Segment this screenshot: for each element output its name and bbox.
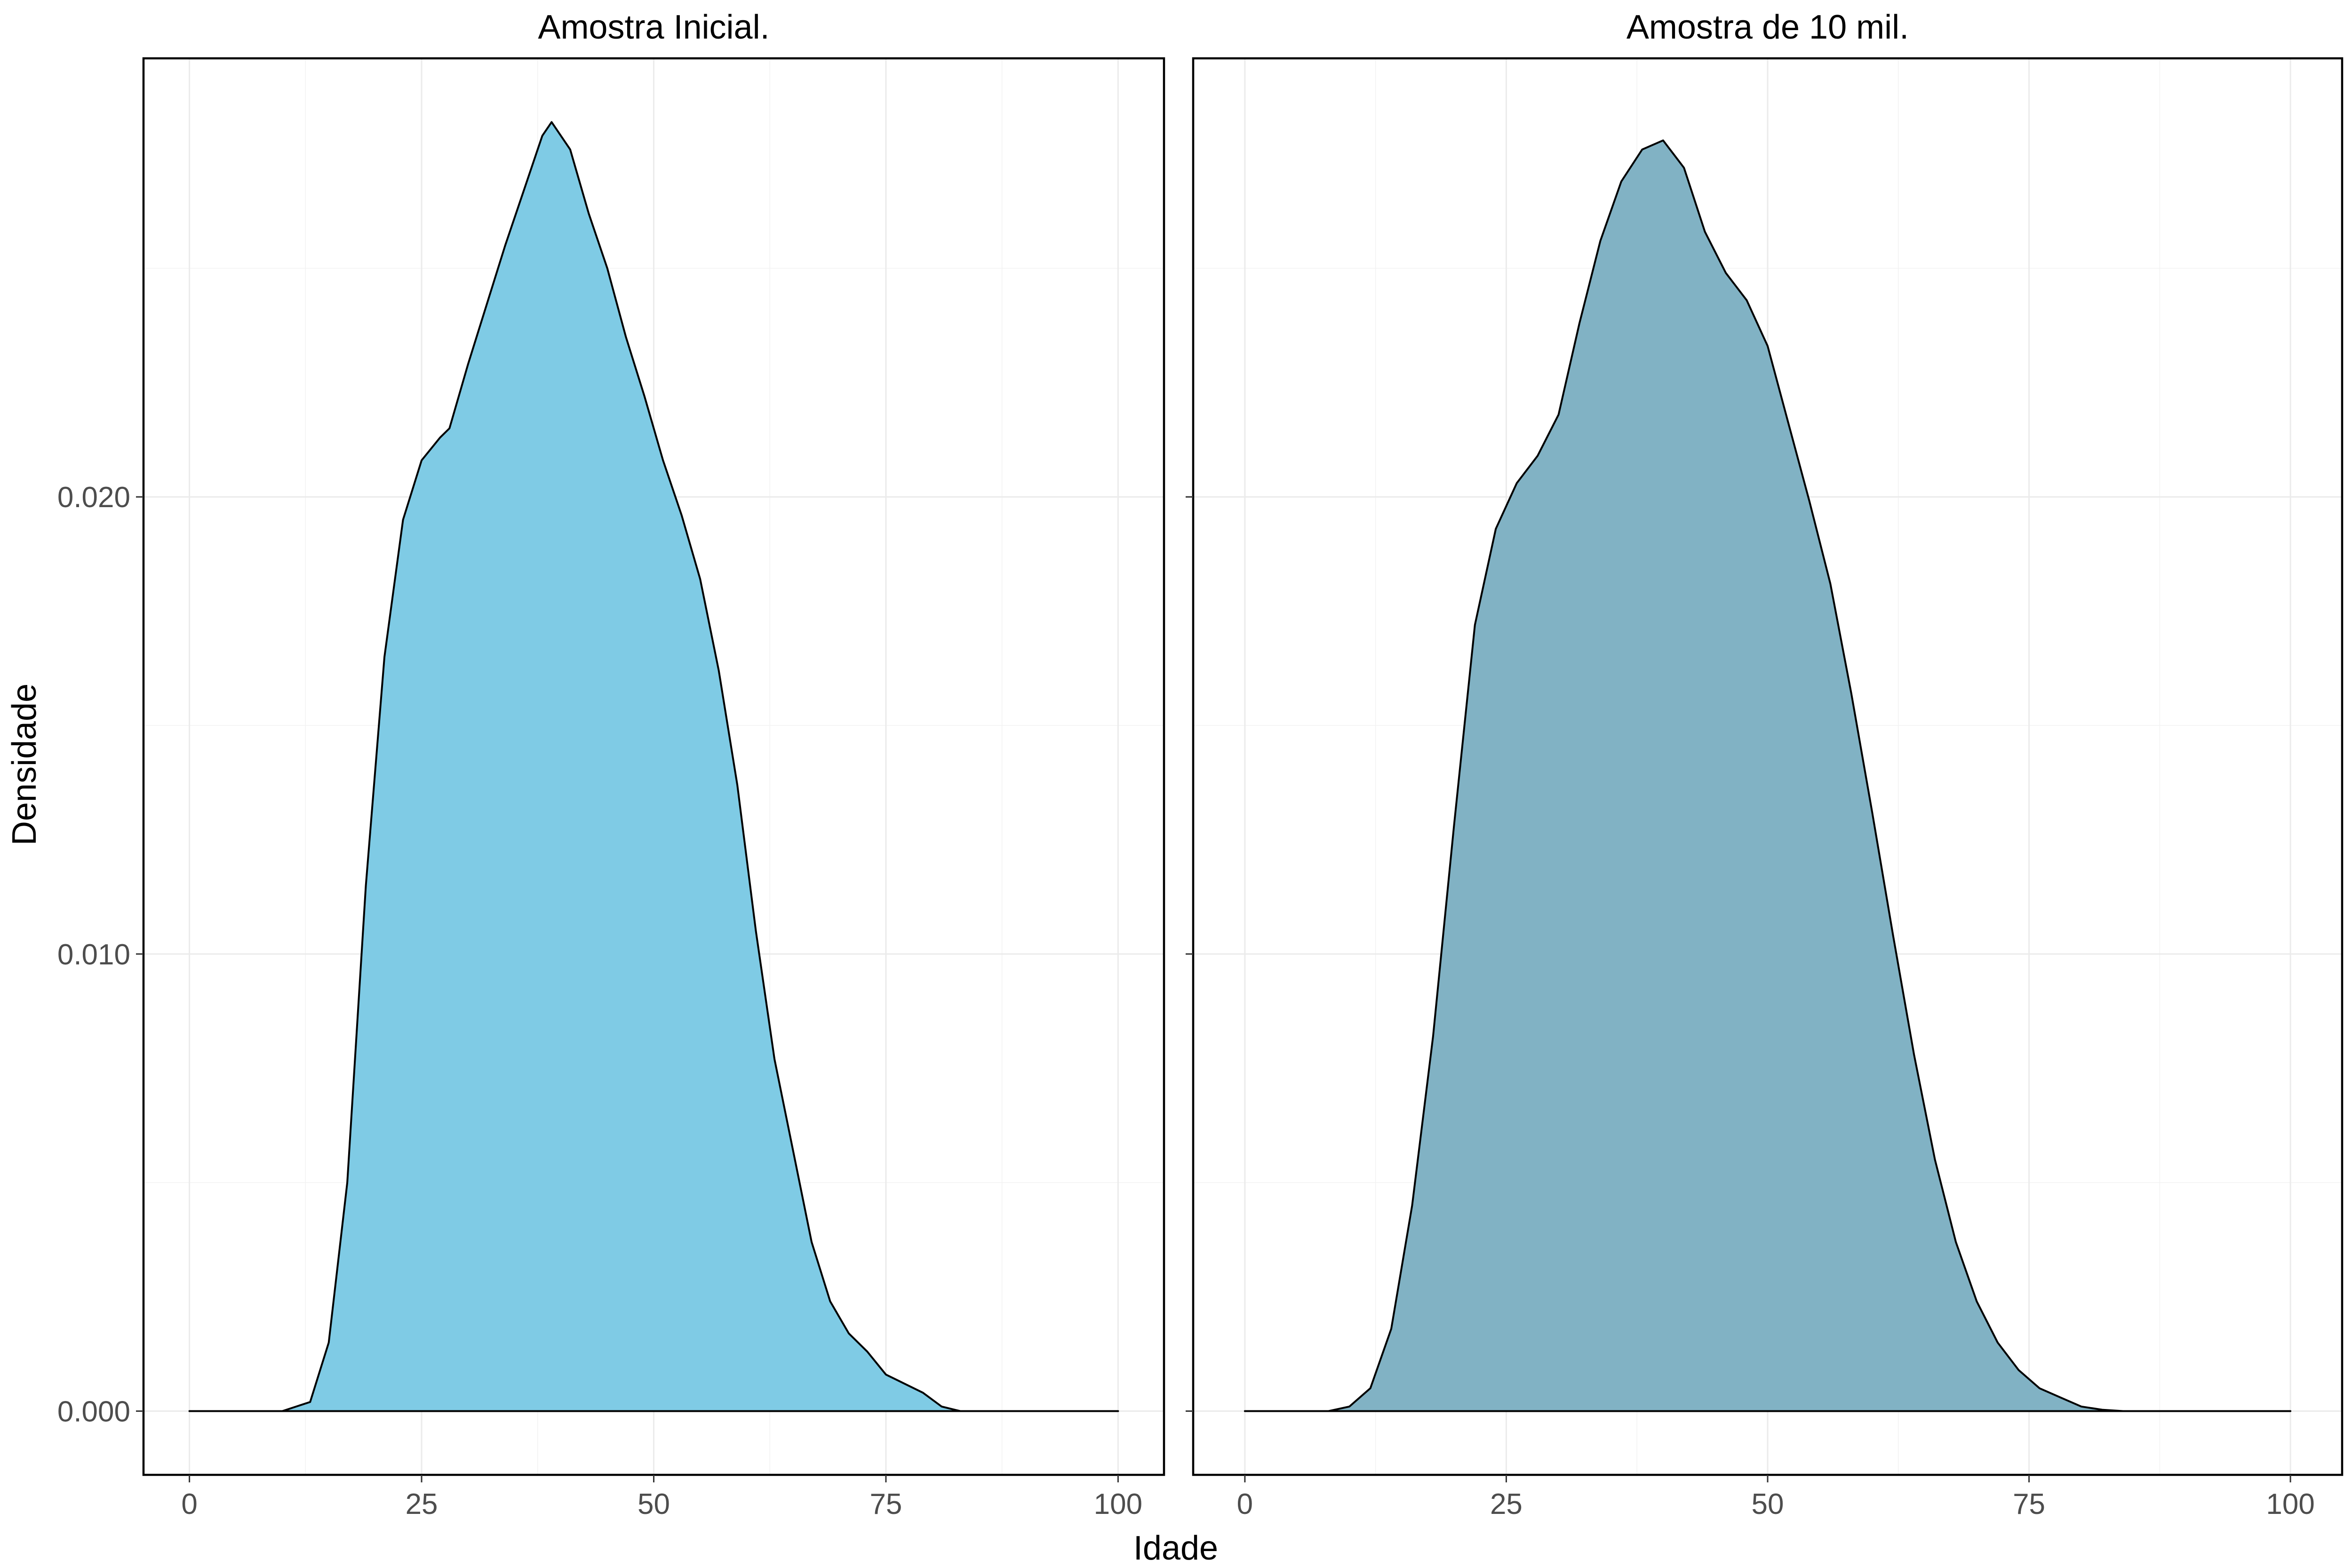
x-axis-title: Idade (1133, 1529, 1218, 1567)
x-tick-label: 75 (869, 1488, 902, 1520)
x-tick-label: 0 (1237, 1488, 1253, 1520)
x-tick-label: 50 (638, 1488, 670, 1520)
x-tick-label: 50 (1752, 1488, 1784, 1520)
y-tick-label: 0.010 (57, 939, 130, 971)
y-tick-label: 0.020 (57, 481, 130, 514)
x-tick-label: 75 (2013, 1488, 2045, 1520)
panel-1: Amostra Inicial. 0 25 50 75 100 0.000 0.010 0.02… (57, 8, 1165, 1520)
panel-title: Amostra Inicial. (538, 8, 769, 46)
x-tick-label: 25 (406, 1488, 438, 1520)
y-axis-title: Densidade (6, 684, 43, 845)
x-tick-label: 25 (1490, 1488, 1523, 1520)
panels-group: Amostra Inicial. 0 25 50 75 100 0.000 0.010 0.02… (57, 8, 2344, 1520)
panel-2: Amostra de 10 mil. 0 25 50 75 100 (1186, 8, 2344, 1520)
x-tick-label: 100 (2266, 1488, 2314, 1520)
density-area-1 (188, 121, 1119, 1412)
y-tick-label: 0.000 (57, 1396, 130, 1428)
panel-title: Amostra de 10 mil. (1626, 8, 1909, 46)
density-area-2 (1244, 139, 2292, 1412)
x-tick-label: 100 (1094, 1488, 1142, 1520)
x-tick-label: 0 (181, 1488, 197, 1520)
